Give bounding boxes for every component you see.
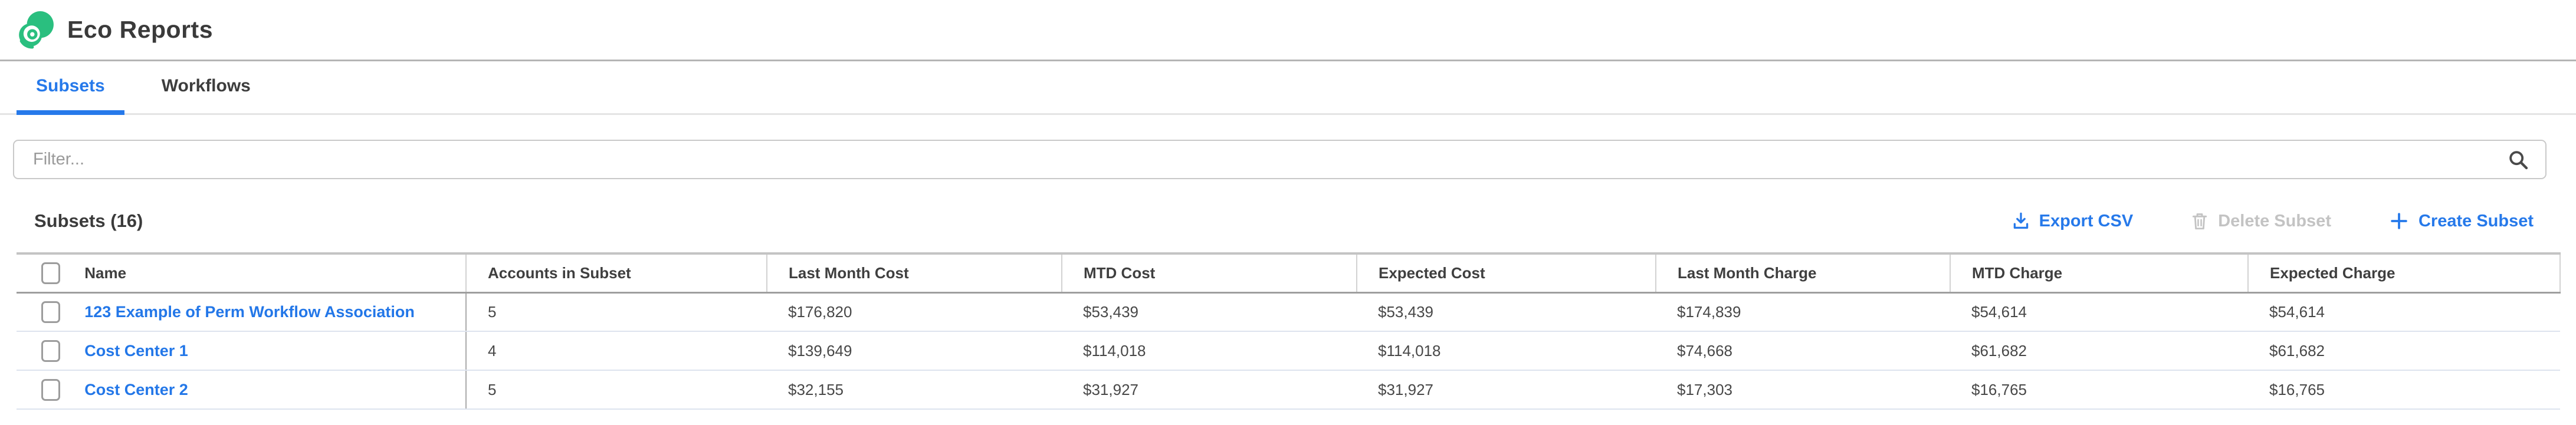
export-csv-button[interactable]: Export CSV <box>2011 211 2134 231</box>
plus-icon <box>2391 213 2407 229</box>
table-row: 123 Example of Perm Workflow Association… <box>17 292 2560 332</box>
cell-mtd-charge: $16,765 <box>1950 370 2248 410</box>
cell-last-month-charge: $17,303 <box>1656 370 1950 410</box>
subset-name-link[interactable]: Cost Center 1 <box>84 341 188 360</box>
cell-mtd-cost: $53,439 <box>1062 292 1357 332</box>
cell-expected-cost: $31,927 <box>1357 370 1656 410</box>
subset-name-link[interactable]: Cost Center 2 <box>84 380 188 398</box>
tab-subsets-label: Subsets <box>36 75 105 95</box>
section-heading: Subsets (16) <box>34 210 143 231</box>
column-header-accounts: Accounts in Subset <box>465 253 767 294</box>
tab-workflows[interactable]: Workflows <box>142 61 270 115</box>
cell-accounts: 4 <box>465 331 767 371</box>
column-header-mtd-charge: MTD Charge <box>1950 253 2248 294</box>
tab-workflows-label: Workflows <box>161 75 251 95</box>
column-header-last-month-charge: Last Month Charge <box>1655 253 1950 294</box>
row-checkbox[interactable] <box>41 301 60 323</box>
subsets-table: Name Accounts in Subset Last Month Cost … <box>17 252 2561 410</box>
search-icon <box>2509 151 2528 170</box>
table-header-row: Name Accounts in Subset Last Month Cost … <box>17 253 2561 294</box>
filter-input[interactable] <box>13 140 2547 179</box>
cell-mtd-cost: $114,018 <box>1062 331 1357 371</box>
column-header-last-month-cost: Last Month Cost <box>766 253 1062 294</box>
subsets-toolbar: Subsets (16) Export CSV Delete Subset <box>0 179 2576 232</box>
cell-expected-charge: $61,682 <box>2248 331 2560 371</box>
create-subset-button[interactable]: Create Subset <box>2388 210 2534 232</box>
column-header-expected-cost: Expected Cost <box>1356 253 1656 294</box>
eco-logo-icon <box>19 11 54 48</box>
cell-mtd-cost: $31,927 <box>1062 370 1357 410</box>
filter-bar <box>13 140 2547 179</box>
cell-last-month-cost: $139,649 <box>767 331 1062 371</box>
cell-last-month-charge: $174,839 <box>1656 292 1950 332</box>
cell-last-month-cost: $176,820 <box>767 292 1062 332</box>
delete-subset-button[interactable]: Delete Subset <box>2190 211 2331 231</box>
cell-expected-cost: $114,018 <box>1357 331 1656 371</box>
cell-expected-charge: $16,765 <box>2248 370 2560 410</box>
app-header: Eco Reports <box>0 0 2576 61</box>
subset-name-link[interactable]: 123 Example of Perm Workflow Association <box>84 302 415 321</box>
select-all-checkbox[interactable] <box>41 262 60 284</box>
download-icon <box>2013 212 2028 229</box>
column-header-expected-charge: Expected Charge <box>2247 253 2561 294</box>
column-header-name: Name <box>84 263 127 282</box>
column-header-mtd-cost: MTD Cost <box>1061 253 1357 294</box>
export-csv-label: Export CSV <box>2039 211 2134 230</box>
cell-expected-charge: $54,614 <box>2248 292 2560 332</box>
page-title: Eco Reports <box>67 16 213 43</box>
delete-subset-label: Delete Subset <box>2218 211 2331 230</box>
trash-icon <box>2193 213 2207 230</box>
table-row: Cost Center 1 4 $139,649 $114,018 $114,0… <box>17 331 2560 371</box>
cell-expected-cost: $53,439 <box>1357 292 1656 332</box>
toolbar-actions: Export CSV Delete Subset Create Subset <box>2011 210 2534 232</box>
create-subset-label: Create Subset <box>2418 211 2534 230</box>
cell-accounts: 5 <box>465 370 767 410</box>
row-checkbox[interactable] <box>41 340 60 362</box>
cell-accounts: 5 <box>465 292 767 332</box>
cell-mtd-charge: $54,614 <box>1950 292 2248 332</box>
table-row: Cost Center 2 5 $32,155 $31,927 $31,927 … <box>17 370 2560 410</box>
tab-subsets[interactable]: Subsets <box>17 61 124 115</box>
row-checkbox[interactable] <box>41 378 60 401</box>
tab-bar: Subsets Workflows <box>0 61 2576 115</box>
cell-mtd-charge: $61,682 <box>1950 331 2248 371</box>
cell-last-month-charge: $74,668 <box>1656 331 1950 371</box>
cell-last-month-cost: $32,155 <box>767 370 1062 410</box>
